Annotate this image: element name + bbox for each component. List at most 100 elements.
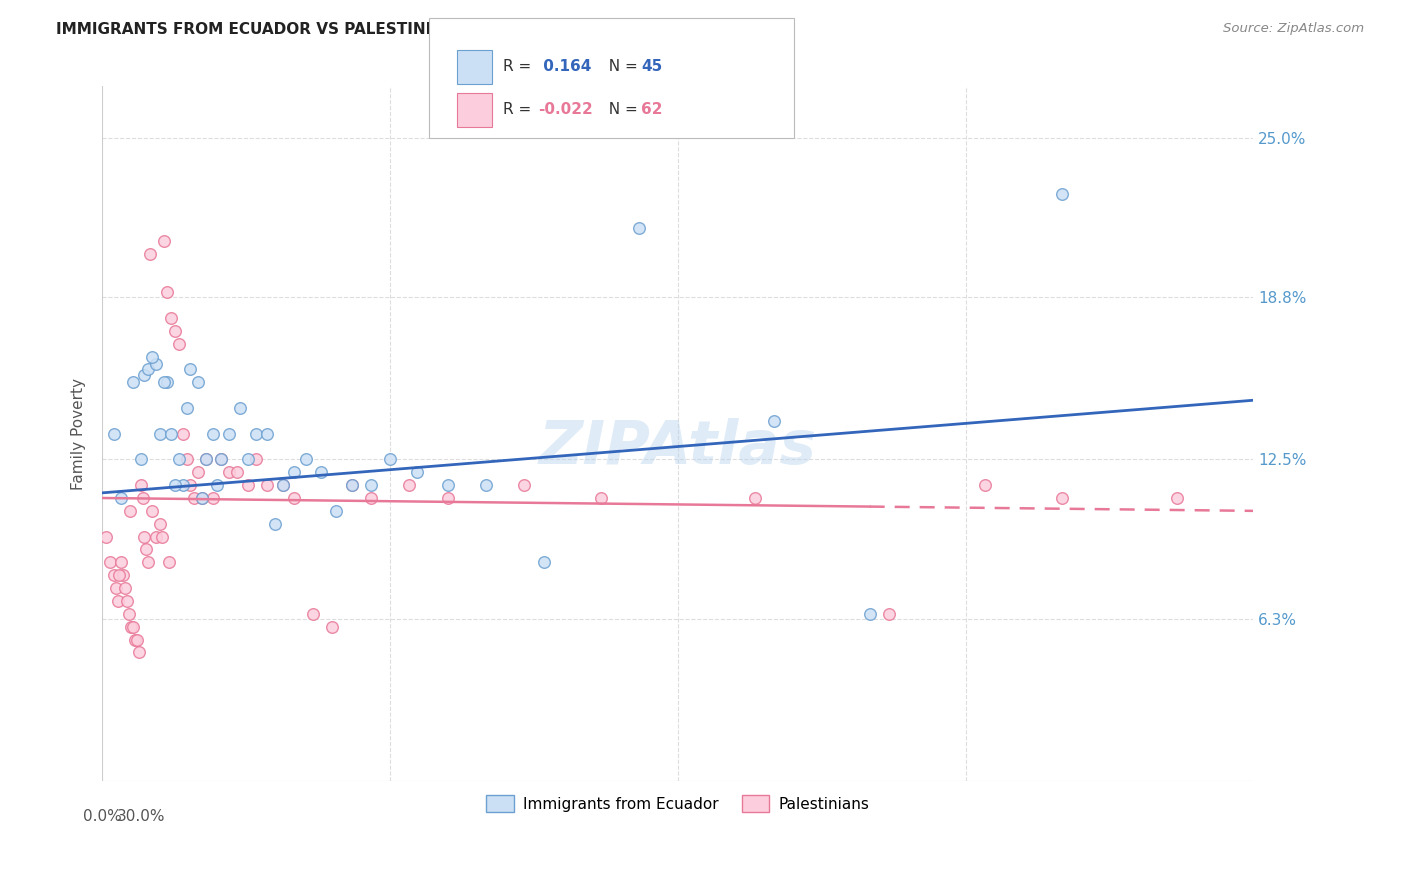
Text: N =: N = [599, 60, 643, 74]
Point [209, 452, 232, 467]
Point [134, 530, 156, 544]
Point [104, 581, 127, 595]
Point [309, 465, 332, 479]
Text: 62: 62 [641, 103, 662, 117]
Point [191, 491, 214, 505]
Point [176, 452, 198, 467]
Point [150, 530, 173, 544]
Point [360, 478, 382, 492]
Point [110, 555, 132, 569]
Point [325, 504, 347, 518]
Point [179, 478, 201, 492]
Point [202, 426, 225, 441]
Point [183, 491, 205, 505]
Point [762, 414, 785, 428]
Point [859, 607, 882, 621]
Point [103, 568, 125, 582]
Text: Source: ZipAtlas.com: Source: ZipAtlas.com [1223, 22, 1364, 36]
Point [124, 632, 146, 647]
Point [136, 362, 159, 376]
Point [94, 530, 117, 544]
Point [225, 465, 247, 479]
Point [167, 336, 190, 351]
Point [513, 478, 536, 492]
Point [321, 620, 343, 634]
Point [264, 516, 287, 531]
Text: 30.0%: 30.0% [117, 809, 165, 824]
Point [533, 555, 555, 569]
Point [283, 465, 305, 479]
Point [176, 401, 198, 415]
Point [98, 555, 121, 569]
Point [112, 568, 135, 582]
Point [1050, 491, 1073, 505]
Point [122, 376, 145, 390]
Point [398, 478, 420, 492]
Point [202, 491, 225, 505]
Point [172, 426, 194, 441]
Text: R =: R = [503, 103, 537, 117]
Text: R =: R = [503, 60, 537, 74]
Point [165, 324, 187, 338]
Point [165, 478, 187, 492]
Point [209, 452, 232, 467]
Point [152, 376, 174, 390]
Text: 45: 45 [641, 60, 662, 74]
Point [103, 426, 125, 441]
Point [128, 645, 150, 659]
Point [187, 376, 209, 390]
Point [167, 452, 190, 467]
Point [118, 504, 141, 518]
Point [378, 452, 401, 467]
Point [141, 350, 163, 364]
Point [256, 478, 278, 492]
Point [283, 491, 305, 505]
Point [160, 426, 183, 441]
Point [271, 478, 294, 492]
Point [589, 491, 612, 505]
Point [207, 478, 229, 492]
Text: -0.022: -0.022 [538, 103, 593, 117]
Point [122, 620, 145, 634]
Point [172, 478, 194, 492]
Point [156, 285, 179, 300]
Point [136, 555, 159, 569]
Point [157, 555, 180, 569]
Point [405, 465, 427, 479]
Text: 0.164: 0.164 [538, 60, 592, 74]
Point [120, 620, 142, 634]
Point [139, 246, 162, 260]
Text: 0.0%: 0.0% [83, 809, 121, 824]
Point [229, 401, 252, 415]
Point [245, 426, 267, 441]
Point [107, 594, 129, 608]
Point [145, 530, 167, 544]
Point [436, 491, 458, 505]
Point [129, 478, 152, 492]
Point [110, 491, 132, 505]
Point [152, 234, 174, 248]
Point [131, 491, 153, 505]
Point [179, 362, 201, 376]
Point [187, 465, 209, 479]
Point [236, 452, 259, 467]
Point [141, 504, 163, 518]
Legend: Immigrants from Ecuador, Palestinians: Immigrants from Ecuador, Palestinians [481, 789, 876, 819]
Point [194, 452, 217, 467]
Point [271, 478, 294, 492]
Point [475, 478, 498, 492]
Point [156, 376, 179, 390]
Point [114, 581, 136, 595]
Point [340, 478, 363, 492]
Point [149, 516, 172, 531]
Point [436, 478, 458, 492]
Point [256, 426, 278, 441]
Point [145, 357, 167, 371]
Point [877, 607, 900, 621]
Text: N =: N = [599, 103, 643, 117]
Point [108, 568, 131, 582]
Text: ZIPAtlas: ZIPAtlas [538, 418, 817, 477]
Point [160, 310, 183, 325]
Point [340, 478, 363, 492]
Point [1050, 187, 1073, 202]
